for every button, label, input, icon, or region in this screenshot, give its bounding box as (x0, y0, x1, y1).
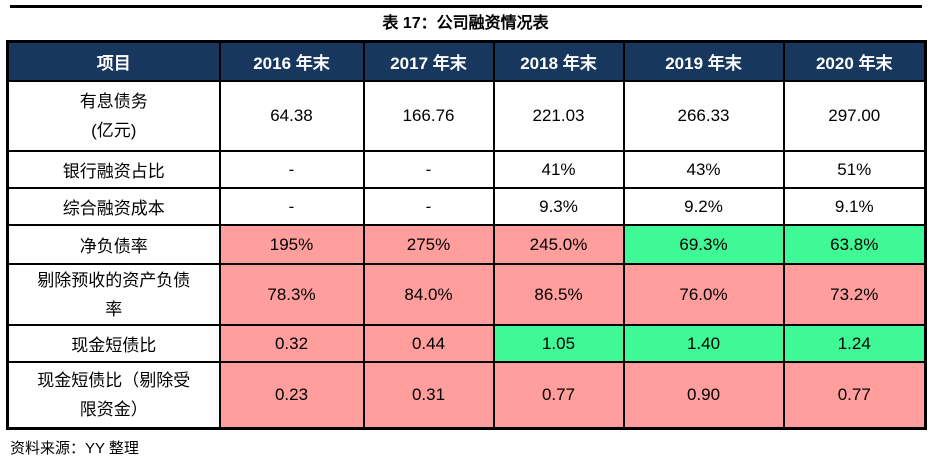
table-cell: 9.2% (622, 187, 785, 226)
row-label: 综合融资成本 (6, 187, 221, 226)
table-cell: 266.33 (622, 80, 785, 152)
table-cell: 84.0% (362, 263, 495, 326)
table-cell: 166.76 (362, 80, 495, 152)
table-cell: 64.38 (218, 80, 365, 152)
table-cell: 1.40 (622, 324, 785, 363)
table-row-cash-short-debt-ratio: 现金短债比 0.32 0.44 1.05 1.40 1.24 (6, 324, 927, 363)
row-label-line: (亿元) (91, 121, 137, 140)
column-header-2016: 2016 年末 (218, 40, 365, 82)
column-header-2018: 2018 年末 (492, 40, 625, 82)
row-label-line: 限资金） (79, 399, 148, 419)
table-cell: 51% (782, 150, 927, 189)
table-cell: 275% (362, 224, 495, 265)
table-cell: 9.3% (492, 187, 625, 226)
table-cell: 0.31 (362, 361, 495, 429)
row-label: 现金短债比（剔除受 限资金） (6, 361, 221, 429)
table-cell: 0.23 (218, 361, 365, 429)
row-label-line: 率 (105, 299, 123, 319)
table-row-net-debt-ratio: 净负债率 195% 275% 245.0% 69.3% 63.8% (6, 224, 927, 265)
table-cell: 41% (492, 150, 625, 189)
table-cell: 43% (622, 150, 785, 189)
table-cell: 0.44 (362, 324, 495, 363)
table-row-interest-bearing-debt: 有息债务 (亿元) 64.38 166.76 221.03 266.33 297… (6, 80, 927, 152)
table-cell: 63.8% (782, 224, 927, 265)
row-label-line: 剔除预收的资产负债 (37, 270, 191, 290)
table-cell: 0.32 (218, 324, 365, 363)
table-cell: 221.03 (492, 80, 625, 152)
table-cell: - (362, 150, 495, 189)
table-cell: - (362, 187, 495, 226)
table-row-bank-financing-ratio: 银行融资占比 - - 41% 43% 51% (6, 150, 927, 189)
row-label-line: 现金短债比（剔除受 (37, 370, 191, 390)
table-cell: 0.77 (492, 361, 625, 429)
table-row-cash-short-debt-ratio-excl-restricted: 现金短债比（剔除受 限资金） 0.23 0.31 0.77 0.90 0.77 (6, 361, 927, 429)
row-label: 剔除预收的资产负债 率 (6, 263, 221, 326)
row-label: 现金短债比 (6, 324, 221, 363)
table-cell: 76.0% (622, 263, 785, 326)
header-row: 项目 2016 年末 2017 年末 2018 年末 2019 年末 2020 … (6, 40, 927, 82)
table-cell: 73.2% (782, 263, 927, 326)
table-cell: - (218, 150, 365, 189)
table-cell: 245.0% (492, 224, 625, 265)
table-title: 表 17：公司融资情况表 (382, 15, 549, 32)
table-cell: 195% (218, 224, 365, 265)
column-header-2020: 2020 年末 (782, 40, 927, 82)
column-header-2017: 2017 年末 (362, 40, 495, 82)
table-cell: 0.90 (622, 361, 785, 429)
source-note: 资料来源：YY 整理 (10, 439, 139, 457)
table-row-asset-liability-ratio-excl-advance: 剔除预收的资产负债 率 78.3% 84.0% 86.5% 76.0% 73.2… (6, 263, 927, 326)
column-header-2019: 2019 年末 (622, 40, 785, 82)
table-row-comprehensive-financing-cost: 综合融资成本 - - 9.3% 9.2% 9.1% (6, 187, 927, 226)
row-label-line: 有息债务 (79, 92, 148, 111)
top-rule (10, 5, 922, 8)
table-cell: 69.3% (622, 224, 785, 265)
financing-table: 项目 2016 年末 2017 年末 2018 年末 2019 年末 2020 … (6, 40, 927, 430)
table-cell: 1.24 (782, 324, 927, 363)
column-header-item: 项目 (6, 40, 221, 82)
row-label: 净负债率 (6, 224, 221, 265)
table-cell: 9.1% (782, 187, 927, 226)
table-cell: 78.3% (218, 263, 365, 326)
table-cell: - (218, 187, 365, 226)
row-label: 银行融资占比 (6, 150, 221, 189)
table-cell: 1.05 (492, 324, 625, 363)
table-cell: 0.77 (782, 361, 927, 429)
table-cell: 297.00 (782, 80, 927, 152)
table-cell: 86.5% (492, 263, 625, 326)
row-label: 有息债务 (亿元) (6, 80, 221, 152)
